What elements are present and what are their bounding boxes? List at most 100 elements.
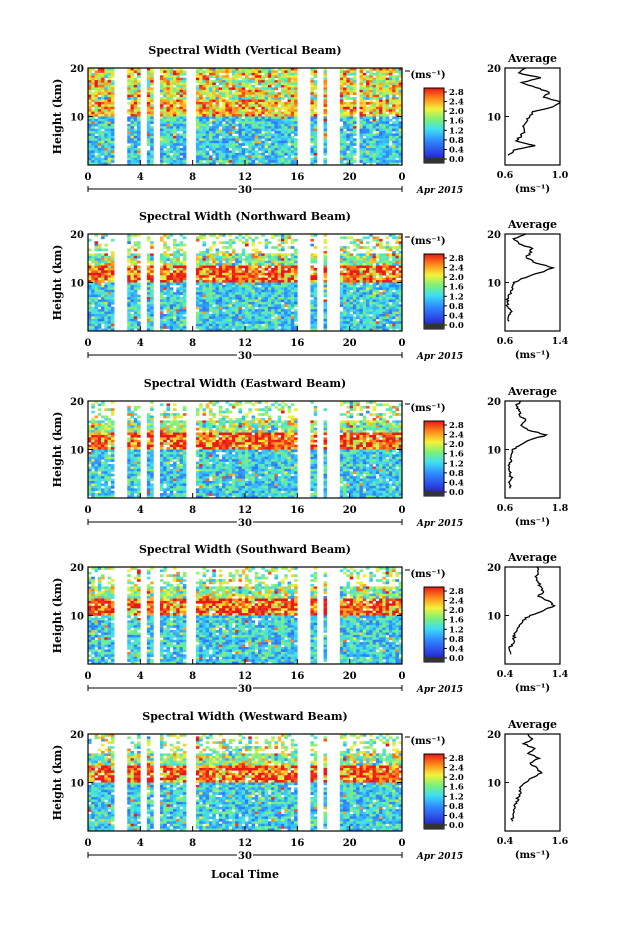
heatmap-cell xyxy=(346,299,350,303)
heatmap-cell xyxy=(313,116,318,120)
heatmap-cell xyxy=(339,150,344,154)
heatmap-cell xyxy=(215,323,220,327)
heatmap-cell xyxy=(133,123,138,127)
heatmap-cell xyxy=(215,77,220,81)
heatmap-cell xyxy=(343,292,347,295)
heatmap-cell xyxy=(212,143,216,146)
heatmap-cell xyxy=(323,289,328,293)
heatmap-cell xyxy=(150,292,154,295)
heatmap-cell xyxy=(173,309,177,312)
heatmap-cell xyxy=(382,152,386,156)
heatmap-cell xyxy=(352,270,357,274)
heatmap-cell xyxy=(284,111,288,115)
heatmap-cell xyxy=(287,114,292,117)
heatmap-cell xyxy=(231,238,236,242)
heatmap-cell xyxy=(133,243,138,247)
heatmap-cell xyxy=(294,311,298,315)
heatmap-cell xyxy=(251,104,256,108)
heatmap-cell xyxy=(352,126,357,129)
heatmap-cell xyxy=(284,92,288,95)
heatmap-cell xyxy=(176,316,180,320)
heatmap-cell xyxy=(228,297,233,300)
heatmap-cell xyxy=(290,145,295,149)
heatmap-cell xyxy=(238,260,243,264)
heatmap-cell xyxy=(343,111,347,115)
heatmap-cell xyxy=(346,267,350,271)
heatmap-cell xyxy=(110,68,115,71)
heatmap-cell xyxy=(137,143,141,146)
heatmap-cell xyxy=(264,87,269,91)
heatmap-cell xyxy=(343,82,347,86)
heatmap-cell xyxy=(195,260,200,264)
heatmap-cell xyxy=(254,106,259,110)
heatmap-cell xyxy=(362,272,367,276)
heatmap-cell xyxy=(372,77,377,81)
heatmap-cell xyxy=(254,297,259,300)
heatmap-cell xyxy=(222,304,226,308)
panel-2: Spectral Width (Northward Beam)Height (k… xyxy=(51,210,569,362)
heatmap-cell xyxy=(323,80,328,83)
heatmap-cell xyxy=(313,157,318,161)
heatmap-cell xyxy=(290,104,295,108)
heatmap-cell xyxy=(110,316,115,320)
heatmap-cell xyxy=(195,318,200,322)
heatmap-cell xyxy=(127,236,131,240)
heatmap-cell xyxy=(245,106,249,110)
heatmap-cell xyxy=(104,82,108,86)
heatmap-cell xyxy=(352,143,357,146)
heatmap-cell xyxy=(110,238,115,242)
heatmap-cell xyxy=(346,292,350,295)
heatmap-cell xyxy=(274,289,279,293)
heatmap-cell xyxy=(254,138,259,142)
heatmap-cell xyxy=(218,80,223,83)
heatmap-cell xyxy=(362,80,367,83)
heatmap-cell xyxy=(346,77,350,81)
heatmap-cell xyxy=(166,152,171,156)
heatmap-cell xyxy=(362,292,367,295)
heatmap-cell xyxy=(101,263,105,266)
heatmap-cell xyxy=(323,111,328,115)
heatmap-cell xyxy=(159,282,164,286)
heatmap-cell xyxy=(251,241,256,244)
heatmap-cell xyxy=(280,326,285,329)
heatmap-cell xyxy=(104,94,108,98)
heatmap-cell xyxy=(104,155,108,159)
heatmap-cell xyxy=(97,87,102,91)
heatmap-cell xyxy=(261,143,265,146)
heatmap-cell xyxy=(225,155,229,159)
heatmap-cell xyxy=(277,101,282,105)
heatmap-cell xyxy=(284,318,288,322)
heatmap-cell xyxy=(241,294,246,298)
heatmap-cell xyxy=(176,270,180,274)
heatmap-cell xyxy=(169,260,174,264)
heatmap-cell xyxy=(182,318,187,322)
heatmap-cell xyxy=(101,316,105,320)
heatmap-cell xyxy=(280,140,285,144)
heatmap-cell xyxy=(264,309,269,312)
heatmap-cell xyxy=(284,253,288,257)
heatmap-cell xyxy=(238,311,243,315)
heatmap-cell xyxy=(231,263,236,266)
heatmap-cell xyxy=(388,123,393,127)
heatmap-cell xyxy=(251,314,256,317)
heatmap-cell xyxy=(205,84,210,88)
heatmap-cell xyxy=(254,328,259,332)
heatmap-cell xyxy=(150,68,154,71)
heatmap-cell xyxy=(110,328,115,332)
heatmap-cell xyxy=(362,304,367,308)
heatmap-cell xyxy=(215,131,220,134)
heatmap-cell xyxy=(290,282,295,286)
heatmap-cell xyxy=(248,277,252,281)
heatmap-cell xyxy=(388,138,393,142)
heatmap-cell xyxy=(245,75,249,78)
heatmap-cell xyxy=(359,126,364,129)
heatmap-cell xyxy=(375,121,380,125)
heatmap-cell xyxy=(280,258,285,261)
heatmap-cell xyxy=(176,306,180,310)
heatmap-cell xyxy=(127,289,131,293)
heatmap-cell xyxy=(228,111,233,115)
heatmap-cell xyxy=(130,97,135,100)
heatmap-cell xyxy=(150,328,154,332)
heatmap-cell xyxy=(366,84,370,88)
heatmap-cell xyxy=(199,143,203,146)
